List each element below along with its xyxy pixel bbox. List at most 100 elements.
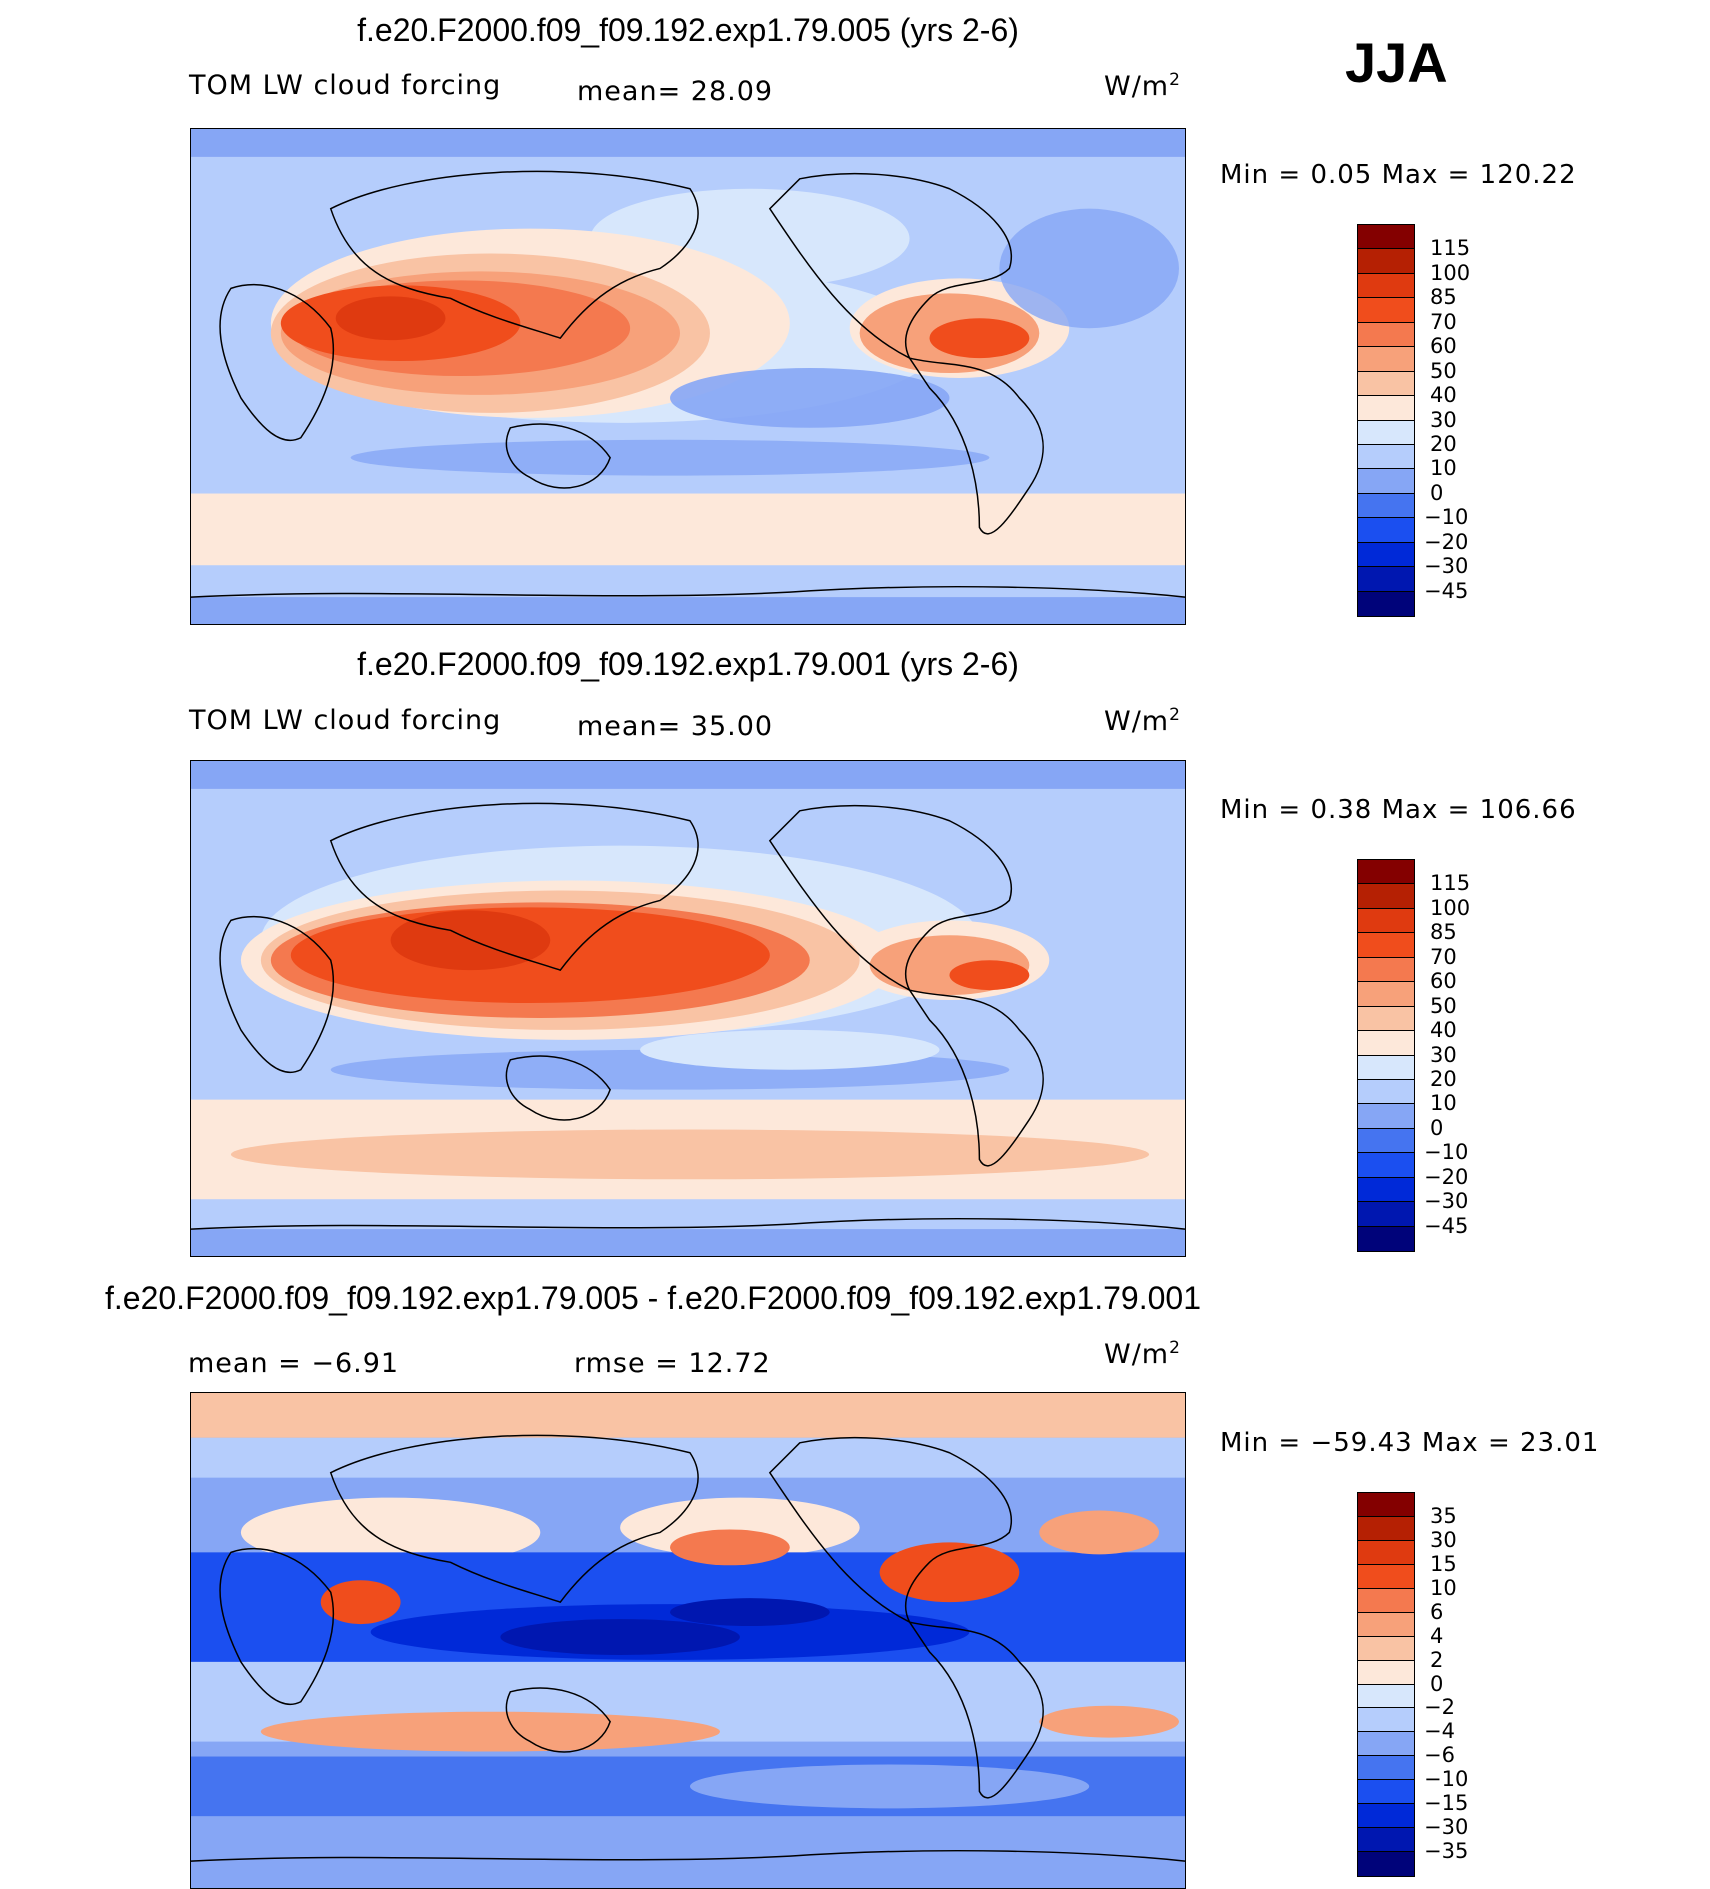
colorbar-segment [1358, 1804, 1414, 1829]
panel-3-mean: mean = −6.91 [188, 1348, 400, 1379]
panel-3-map [190, 1392, 1186, 1889]
colorbar-segment [1358, 1540, 1414, 1565]
colorbar-tick-label: 100 [1430, 260, 1471, 285]
panel-1-title: f.e20.F2000.f09_f09.192.exp1.79.005 (yrs… [357, 12, 1019, 48]
colorbar-tick-label: −10 [1424, 1140, 1469, 1165]
colorbar-segment [1358, 1226, 1414, 1251]
colorbar-tick-label: −45 [1424, 578, 1469, 603]
colorbar-segment [1358, 298, 1414, 323]
panel-1-colorbar [1357, 224, 1415, 617]
colorbar-tick-label: 15 [1430, 1551, 1457, 1576]
colorbar-segment [1358, 225, 1414, 250]
colorbar-tick-label: −10 [1424, 505, 1469, 530]
colorbar-segment [1358, 908, 1414, 934]
panel-2-field [191, 761, 1185, 1256]
panel-2-minmax: Min = 0.38 Max = 106.66 [1220, 795, 1577, 825]
colorbar-segment [1358, 1780, 1414, 1805]
panel-1-variable: TOM LW cloud forcing [189, 70, 502, 101]
colorbar-tick-label: 85 [1430, 920, 1457, 945]
panel-3-field [191, 1393, 1185, 1888]
colorbar-segment [1358, 1055, 1414, 1080]
panel-2-title: f.e20.F2000.f09_f09.192.exp1.79.001 (yrs… [357, 646, 1019, 682]
panel-2-mean: mean= 35.00 [577, 711, 774, 742]
colorbar-segment [1358, 1564, 1414, 1589]
colorbar-segment [1358, 1493, 1414, 1517]
colorbar-segment [1358, 1612, 1414, 1637]
colorbar-tick-label: 60 [1430, 969, 1457, 994]
colorbar-segment [1358, 420, 1414, 445]
panel-2-map [190, 760, 1186, 1257]
panel-3-rmse: rmse = 12.72 [574, 1348, 771, 1379]
colorbar-tick-label: 0 [1430, 1671, 1444, 1696]
season-label: JJA [1345, 31, 1448, 94]
panel-2-colorbar [1357, 859, 1415, 1252]
colorbar-segment [1358, 1588, 1414, 1613]
colorbar-segment [1358, 860, 1414, 885]
colorbar-tick-label: 40 [1430, 383, 1457, 408]
colorbar-segment [1358, 933, 1414, 958]
colorbar-tick-label: 85 [1430, 285, 1457, 310]
colorbar-segment [1358, 1128, 1414, 1154]
panel-3-units: W/m2 [1104, 1338, 1181, 1370]
colorbar-segment [1358, 591, 1414, 616]
colorbar-segment [1358, 396, 1414, 421]
colorbar-tick-label: 0 [1430, 480, 1444, 505]
colorbar-segment [1358, 518, 1414, 543]
panel-3-minmax: Min = −59.43 Max = 23.01 [1220, 1428, 1600, 1458]
colorbar-tick-label: 115 [1430, 236, 1471, 261]
panel-1-mean: mean= 28.09 [577, 76, 774, 107]
colorbar-segment [1358, 249, 1414, 274]
panel-2-units: W/m2 [1104, 705, 1181, 737]
colorbar-tick-label: −35 [1424, 1839, 1469, 1864]
colorbar-segment [1358, 567, 1414, 592]
colorbar-segment [1358, 1852, 1414, 1876]
colorbar-segment [1358, 273, 1414, 299]
colorbar-tick-label: 115 [1430, 871, 1471, 896]
colorbar-tick-label: 20 [1430, 1066, 1457, 1091]
panel-3-title: f.e20.F2000.f09_f09.192.exp1.79.005 - f.… [105, 1280, 1201, 1316]
colorbar-segment [1358, 444, 1414, 470]
colorbar-tick-label: −15 [1424, 1791, 1469, 1816]
colorbar-segment [1358, 1202, 1414, 1227]
colorbar-tick-label: 50 [1430, 358, 1457, 383]
colorbar-tick-label: −30 [1424, 1815, 1469, 1840]
colorbar-tick-label: 100 [1430, 895, 1471, 920]
colorbar-tick-label: 0 [1430, 1115, 1444, 1140]
colorbar-segment [1358, 493, 1414, 519]
colorbar-tick-label: 40 [1430, 1018, 1457, 1043]
colorbar-tick-label: 10 [1430, 1091, 1457, 1116]
panel-1-units: W/m2 [1104, 70, 1181, 102]
colorbar-tick-label: 20 [1430, 431, 1457, 456]
colorbar-segment [1358, 1006, 1414, 1032]
colorbar-tick-label: −2 [1424, 1695, 1455, 1720]
colorbar-tick-label: 60 [1430, 334, 1457, 359]
colorbar-tick-label: 10 [1430, 1575, 1457, 1600]
colorbar-segment [1358, 469, 1414, 494]
colorbar-segment [1358, 1660, 1414, 1685]
colorbar-segment [1358, 1031, 1414, 1056]
colorbar-tick-label: 6 [1430, 1599, 1444, 1624]
panel-1-minmax: Min = 0.05 Max = 120.22 [1220, 160, 1577, 190]
colorbar-segment [1358, 1828, 1414, 1853]
colorbar-segment [1358, 1079, 1414, 1105]
colorbar-segment [1358, 1636, 1414, 1661]
colorbar-segment [1358, 1516, 1414, 1541]
colorbar-tick-label: −20 [1424, 529, 1469, 554]
colorbar-segment [1358, 1732, 1414, 1757]
panel-1-field [191, 129, 1185, 624]
colorbar-segment [1358, 884, 1414, 909]
colorbar-segment [1358, 322, 1414, 348]
colorbar-segment [1358, 1104, 1414, 1129]
colorbar-tick-label: 30 [1430, 407, 1457, 432]
colorbar-segment [1358, 371, 1414, 397]
colorbar-tick-label: −30 [1424, 1189, 1469, 1214]
colorbar-tick-label: 35 [1430, 1503, 1457, 1528]
colorbar-tick-label: −4 [1424, 1719, 1455, 1744]
colorbar-tick-label: −30 [1424, 554, 1469, 579]
panel-3-colorbar [1357, 1492, 1415, 1877]
colorbar-segment [1358, 1153, 1414, 1178]
panel-1-map [190, 128, 1186, 625]
colorbar-segment [1358, 1708, 1414, 1733]
colorbar-segment [1358, 347, 1414, 372]
colorbar-tick-label: −10 [1424, 1767, 1469, 1792]
